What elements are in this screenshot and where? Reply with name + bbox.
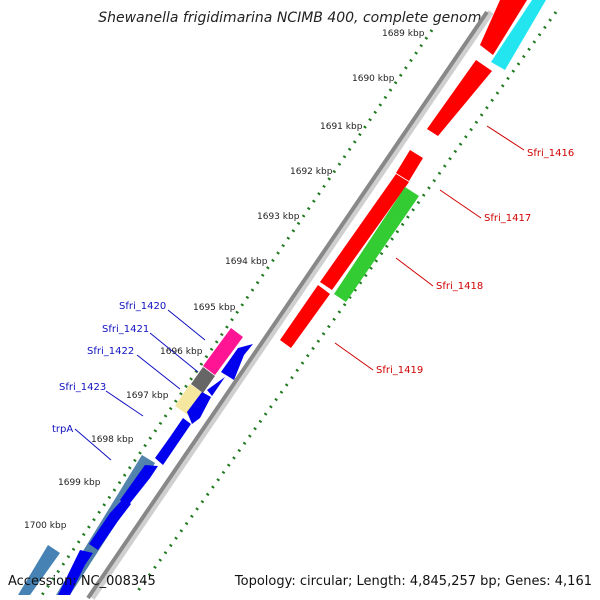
- tick-label: 1694 kbp: [225, 257, 268, 267]
- backbone: [86, 10, 489, 600]
- gene-label-sfri-1420[interactable]: Sfri_1420: [119, 301, 166, 312]
- feature-blue-4: [120, 465, 158, 507]
- tick-label: 1699 kbp: [58, 478, 101, 488]
- tick-label: 1690 kbp: [352, 74, 395, 84]
- feature-blue-6: [58, 550, 93, 595]
- feature-blue-1: [221, 344, 253, 380]
- map-title: Shewanella frigidimarina NCIMB 400, comp…: [98, 10, 490, 26]
- inner-dotted-ring: [40, 29, 434, 596]
- tick-label: 1700 kbp: [24, 521, 67, 531]
- callout-sfri-1420: [167, 309, 206, 341]
- callout-sfri-1422: [136, 354, 181, 390]
- topology-summary: Topology: circular; Length: 4,845,257 bp…: [234, 574, 592, 589]
- backbone-shadow: [89, 10, 494, 600]
- callout-trpa: [74, 428, 112, 461]
- gene-label-sfri-1422[interactable]: Sfri_1422: [87, 346, 134, 357]
- callout-sfri-1421: [149, 332, 199, 373]
- gene-label-sfri-1419[interactable]: Sfri_1419: [376, 365, 423, 376]
- tick-label: 1698 kbp: [91, 435, 134, 445]
- gene-label-sfri-1421[interactable]: Sfri_1421: [102, 324, 149, 335]
- tick-label: 1696 kbp: [160, 347, 203, 357]
- feature-sfri-1419: [280, 285, 330, 348]
- feature-cyan: [491, 0, 546, 70]
- feature-sfri-1423: [187, 392, 211, 424]
- callout-sfri-1417: [439, 189, 482, 219]
- tick-label: 1691 kbp: [320, 122, 363, 132]
- feature-sfri-1416: [427, 60, 492, 136]
- feature-sfri-1420: [203, 328, 243, 375]
- feature-steel-lower: [18, 545, 60, 595]
- gene-label-sfri-1417[interactable]: Sfri_1417: [484, 213, 531, 224]
- feature-blue-3: [155, 418, 191, 465]
- gene-label-sfri-1418[interactable]: Sfri_1418: [436, 281, 483, 292]
- tick-label: 1697 kbp: [126, 391, 169, 401]
- feature-sfri-1422: [175, 384, 203, 415]
- callout-sfri-1418: [395, 257, 434, 287]
- accession-text: Accession: NC_008345: [8, 574, 156, 589]
- tick-label: 1693 kbp: [257, 212, 300, 222]
- feature-sfri-1418: [334, 187, 419, 302]
- gene-label-sfri-1423[interactable]: Sfri_1423: [59, 382, 106, 393]
- gene-label-trpa[interactable]: trpA: [52, 424, 73, 435]
- callout-sfri-1423: [105, 390, 144, 417]
- feature-blue-2: [207, 377, 225, 396]
- feature-sfri-1417: [320, 174, 409, 290]
- tick-label: 1689 kbp: [382, 29, 425, 39]
- tick-label: 1695 kbp: [193, 303, 236, 313]
- tick-label: 1692 kbp: [290, 167, 333, 177]
- callout-sfri-1416: [486, 125, 525, 151]
- feature-sfri-1421: [191, 367, 215, 393]
- feature-red-top: [480, 0, 527, 55]
- feature-sfri-1417-small: [396, 150, 423, 181]
- feature-blue-5: [89, 498, 131, 550]
- callout-sfri-1419: [334, 342, 374, 371]
- gene-label-sfri-1416[interactable]: Sfri_1416: [527, 148, 574, 159]
